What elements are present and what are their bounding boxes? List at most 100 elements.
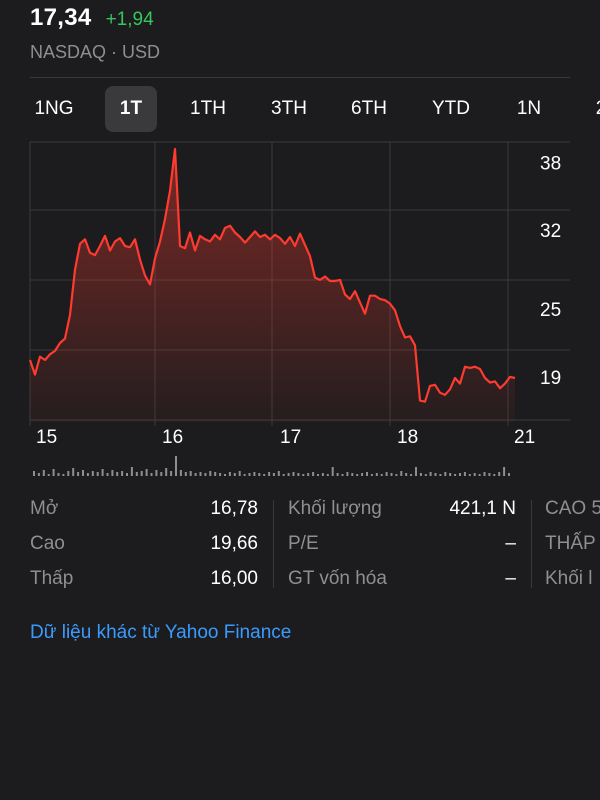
volume-bar (302, 474, 305, 476)
tab-ytd[interactable]: YTD (432, 98, 470, 119)
volume-bar (297, 473, 300, 476)
volume-bar (454, 474, 457, 476)
volume-bar (410, 474, 413, 476)
volume-bar (424, 474, 427, 476)
volume-bar (346, 472, 349, 476)
volume-bar (184, 472, 187, 476)
volume-bar (351, 473, 354, 476)
volume-bar (224, 474, 226, 476)
volume-bar (179, 470, 182, 476)
volume-bar (380, 474, 383, 476)
volume-bar (272, 473, 275, 476)
volume-bar (321, 473, 324, 476)
volume-bar (72, 468, 75, 476)
volume-bar (287, 473, 290, 476)
volume-bar (429, 472, 432, 476)
stat-open-value: 16,78 (210, 498, 258, 519)
volume-bar (395, 474, 398, 476)
stat-low-label: Thấp (30, 568, 74, 589)
volume-bar (400, 471, 403, 476)
volume-bar (209, 471, 212, 476)
volume-bar (175, 456, 177, 476)
volume-bar (106, 473, 109, 476)
volume-bar (199, 472, 202, 476)
volume-bar (77, 472, 80, 476)
volume-bar (47, 474, 50, 476)
stat-mktcap-label: GT vốn hóa (288, 568, 387, 589)
tab-6th[interactable]: 6TH (351, 98, 387, 119)
volume-bar (170, 471, 173, 476)
tab-1ng[interactable]: 1NG (34, 98, 74, 119)
yahoo-finance-link[interactable]: Dữ liệu khác từ Yahoo Finance (30, 622, 292, 643)
price-change: +1,94 (105, 9, 154, 30)
volume-bar (459, 473, 461, 476)
tab-2n[interactable]: 2 (586, 86, 600, 132)
volume-bar (116, 472, 119, 476)
volume-bar (238, 471, 241, 476)
volume-bar (277, 471, 280, 476)
volume-bar (189, 471, 192, 476)
volume-bar (130, 467, 133, 476)
volume-bar (356, 474, 359, 476)
tab-3th[interactable]: 3TH (271, 98, 307, 119)
volume-bar (214, 472, 217, 476)
volume-bar (478, 474, 481, 476)
tab-1th[interactable]: 1TH (190, 98, 226, 119)
volume-bar (493, 474, 496, 476)
volume-bar (439, 474, 442, 476)
volume-bar (150, 473, 153, 476)
stat-pe-value: – (505, 533, 516, 554)
y-axis-labels: 38 32 25 19 (540, 154, 561, 389)
volume-bar (331, 467, 334, 476)
stat-avg-volume-label: Khối l (545, 568, 593, 589)
tab-1t[interactable]: 1T (105, 86, 157, 132)
volume-bar (101, 469, 104, 476)
y-tick-label: 19 (540, 368, 561, 389)
price-line (28, 147, 516, 403)
stat-52w-high-label: CAO 5 (545, 498, 600, 519)
volume-bar (341, 474, 344, 476)
volume-bar (488, 473, 491, 476)
volume-bar (366, 472, 368, 476)
volume-bar (415, 467, 417, 476)
volume-bar (434, 473, 437, 476)
volume-bar (375, 473, 378, 476)
stat-volume-label: Khối lượng (288, 498, 382, 519)
volume-bar (219, 473, 222, 476)
y-tick-label: 25 (540, 300, 561, 321)
exchange-label: NASDAQ · USD (30, 42, 161, 62)
price-chart[interactable]: 38 32 25 19 15 16 17 18 21 (0, 130, 600, 480)
volume-bar (336, 473, 339, 476)
volume-bar (243, 474, 246, 476)
range-tabs: 1NG 1T 1TH 3TH 6TH YTD 1N 2 (0, 86, 600, 134)
volume-bar (135, 472, 138, 476)
volume-bar (86, 473, 89, 476)
volume-bar (233, 473, 236, 476)
volume-bar (444, 472, 447, 476)
volume-bar (96, 472, 99, 476)
volume-bar (155, 470, 158, 476)
x-tick-label: 21 (514, 427, 535, 448)
volume-bar (390, 473, 393, 476)
volume-bar (385, 472, 388, 476)
volume-bar (228, 472, 231, 476)
y-tick-label: 32 (540, 221, 561, 242)
volume-bar (126, 473, 128, 476)
volume-bar (292, 472, 295, 476)
volume-bars (33, 456, 510, 476)
tab-1n[interactable]: 1N (516, 98, 542, 119)
volume-bar (165, 468, 168, 476)
volume-bar (419, 473, 422, 476)
volume-bar (312, 472, 315, 476)
volume-bar (503, 467, 506, 476)
volume-bar (67, 471, 70, 476)
volume-bar (483, 472, 486, 476)
volume-bar (248, 473, 251, 476)
stat-mktcap-value: – (505, 568, 516, 589)
volume-bar (52, 469, 55, 476)
volume-bar (57, 473, 60, 476)
volume-bar (326, 474, 329, 476)
volume-bar (111, 470, 114, 476)
stat-pe-label: P/E (288, 533, 319, 554)
volume-bar (140, 471, 143, 476)
